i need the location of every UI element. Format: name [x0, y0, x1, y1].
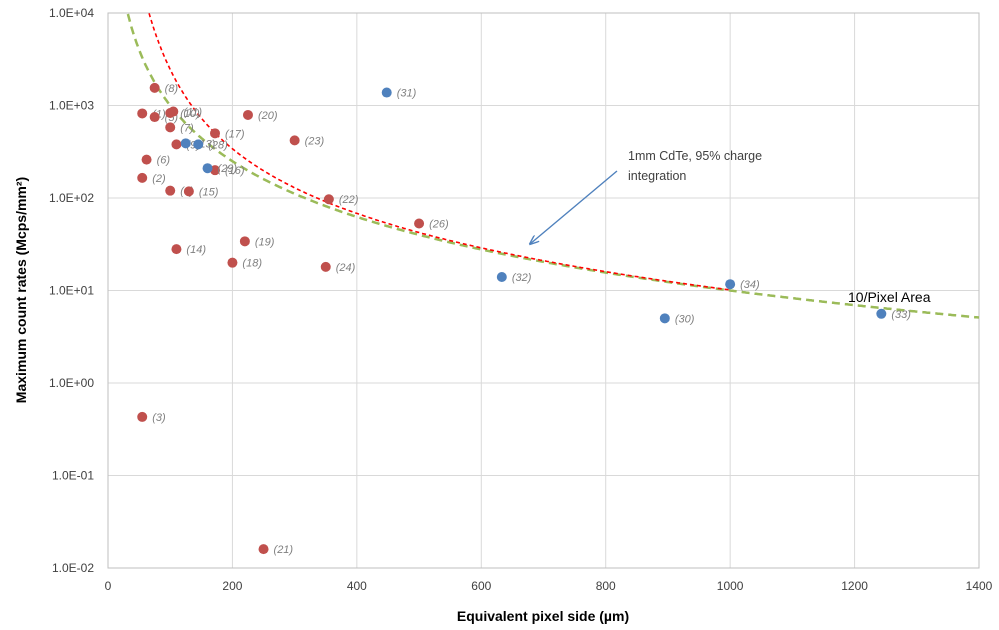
x-axis-title: Equivalent pixel side (µm): [457, 608, 629, 624]
data-point: [242, 109, 253, 120]
y-tick-label: 1.0E+03: [49, 99, 94, 113]
data-point: [414, 218, 425, 229]
x-tick-label: 1000: [717, 579, 744, 593]
annotation-arrow: [530, 170, 618, 244]
data-point: [202, 163, 213, 174]
y-tick-label: 1.0E+04: [49, 6, 94, 20]
data-point: [323, 194, 334, 205]
data-point-label: (22): [339, 194, 359, 206]
data-point-label: (21): [274, 544, 294, 556]
x-tick-label: 200: [222, 579, 242, 593]
data-point-label: (34): [740, 279, 760, 291]
data-point: [239, 236, 250, 247]
y-tick-label: 1.0E-02: [52, 561, 94, 575]
data-point: [725, 279, 736, 290]
data-point: [165, 122, 176, 133]
data-points: (1)(2)(3)(4)(5)(6)(7)(8)(9)(10)(11)(15)(…: [137, 82, 911, 556]
data-point-label: (19): [255, 236, 275, 248]
data-point: [876, 308, 887, 319]
annotation-pixel-area: 10/Pixel Area: [848, 289, 931, 305]
x-tick-label: 600: [471, 579, 491, 593]
data-point-label: (20): [258, 110, 278, 122]
plot-area-border: [107, 12, 980, 569]
data-point-label: (24): [336, 262, 356, 274]
data-point: [289, 135, 300, 146]
data-point-label: (10): [180, 108, 200, 120]
x-tick-label: 0: [105, 579, 112, 593]
y-axis-title: Maximum count rates (Mcps/mm²): [13, 177, 29, 403]
x-tick-label: 800: [596, 579, 616, 593]
data-point: [496, 271, 507, 282]
data-point-label: (30): [675, 313, 695, 325]
data-point-label: (7): [180, 122, 194, 134]
data-point-label: (33): [891, 309, 911, 321]
data-point: [659, 313, 670, 324]
data-point: [227, 257, 238, 268]
y-tick-label: 1.0E+01: [49, 284, 94, 298]
tick-labels: 0 200 400 600 800 1000 1200 1400 1.0E-02 1.0E-01 1…: [49, 6, 993, 593]
curve-cdte-95-percent: [148, 13, 731, 291]
x-tick-label: 400: [347, 579, 367, 593]
data-point-label: (18): [242, 258, 262, 270]
data-point-label: (31): [397, 88, 417, 100]
data-point-label: (8): [165, 83, 179, 95]
data-point: [210, 128, 221, 139]
data-point: [137, 172, 148, 183]
y-tick-label: 1.0E+00: [49, 376, 94, 390]
data-point-label: (2): [152, 173, 166, 185]
curve-10-pixel-area: [126, 13, 980, 319]
data-point: [137, 108, 148, 119]
data-point: [165, 185, 176, 196]
data-point: [193, 139, 204, 150]
data-point: [258, 544, 269, 555]
data-point: [168, 106, 179, 117]
data-point-label: (28): [208, 139, 228, 151]
data-point: [137, 411, 148, 422]
curves: [126, 13, 980, 319]
data-point: [149, 112, 160, 123]
data-point-label: (6): [157, 155, 171, 167]
data-point-label: (17): [225, 128, 245, 140]
data-point: [183, 186, 194, 197]
data-point-label: (23): [305, 135, 325, 147]
data-point-label: (32): [512, 272, 532, 284]
data-point-label: (29): [218, 163, 238, 175]
data-point: [171, 139, 182, 150]
data-point-label: (14): [186, 244, 206, 256]
y-tick-label: 1.0E-01: [52, 469, 94, 483]
data-point-label: (11): [183, 107, 202, 119]
data-point-label: (15): [199, 186, 219, 198]
data-point-label: (16): [225, 165, 245, 177]
data-point: [149, 82, 160, 93]
data-point: [141, 154, 152, 165]
data-point: [381, 87, 392, 98]
data-point: [180, 138, 191, 149]
annotation-cdte-line2: integration: [628, 169, 686, 183]
data-point-label: (3): [152, 412, 166, 424]
x-tick-label: 1200: [841, 579, 868, 593]
x-tick-label: 1400: [966, 579, 993, 593]
annotation-arrow-line: [530, 170, 618, 244]
annotation-cdte-line1: 1mm CdTe, 95% charge: [628, 149, 762, 163]
y-tick-label: 1.0E+02: [49, 191, 94, 205]
data-point: [320, 261, 331, 272]
data-point: [171, 244, 182, 255]
data-point-label: (26): [429, 219, 449, 231]
